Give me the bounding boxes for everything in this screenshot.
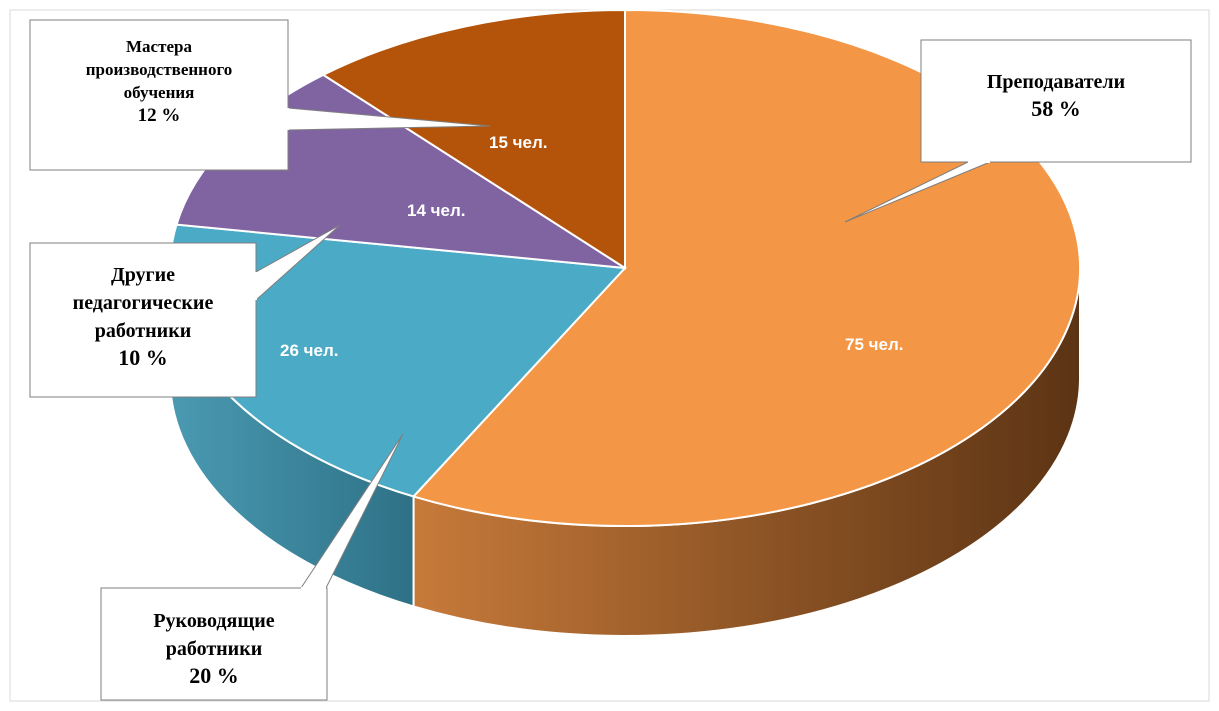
slice-labels: 75 чел. 26 чел. 14 чел. 15 чел.	[280, 133, 903, 360]
callout-percent: 12 %	[138, 105, 181, 126]
slice-count-label-1: 75 чел.	[845, 335, 903, 354]
callout-3: Другие педагогические работники 10 %	[29, 224, 341, 398]
callout-1: Преподаватели 58 %	[844, 39, 1192, 223]
callout-category-line: производственного	[86, 60, 233, 79]
callout-percent: 10 %	[118, 345, 168, 370]
callout-box	[29, 242, 257, 398]
slice-1	[411, 8, 1081, 527]
callout-percent: 20 %	[189, 663, 239, 688]
slice-count-label-3: 14 чел.	[407, 201, 465, 220]
pie-top	[169, 8, 1081, 527]
callout-category-line: Руководящие	[153, 610, 274, 632]
callout-4: Мастера производственного обучения 12 %	[29, 19, 491, 171]
callout-category-line: Преподаватели	[987, 71, 1125, 93]
callout-category-line: Другие	[111, 264, 175, 286]
callout-category-line: педагогические	[73, 292, 214, 314]
callout-box	[29, 19, 289, 171]
callout-category-line: Мастера	[126, 37, 192, 56]
callout-2: Руководящие работники 20 %	[100, 433, 404, 701]
callout-category-line: работники	[166, 638, 263, 660]
slice-count-label-4: 15 чел.	[489, 133, 547, 152]
callout-box	[920, 39, 1192, 163]
callout-box	[100, 587, 328, 701]
callout-category-line: обучения	[124, 83, 195, 102]
callouts: Преподаватели 58 % Руководящие работники 20 …	[29, 19, 1192, 701]
callout-category-line: работники	[95, 320, 192, 342]
slice-4	[321, 8, 626, 270]
callout-percent: 58 %	[1031, 96, 1081, 121]
slice-count-label-2: 26 чел.	[280, 341, 338, 360]
